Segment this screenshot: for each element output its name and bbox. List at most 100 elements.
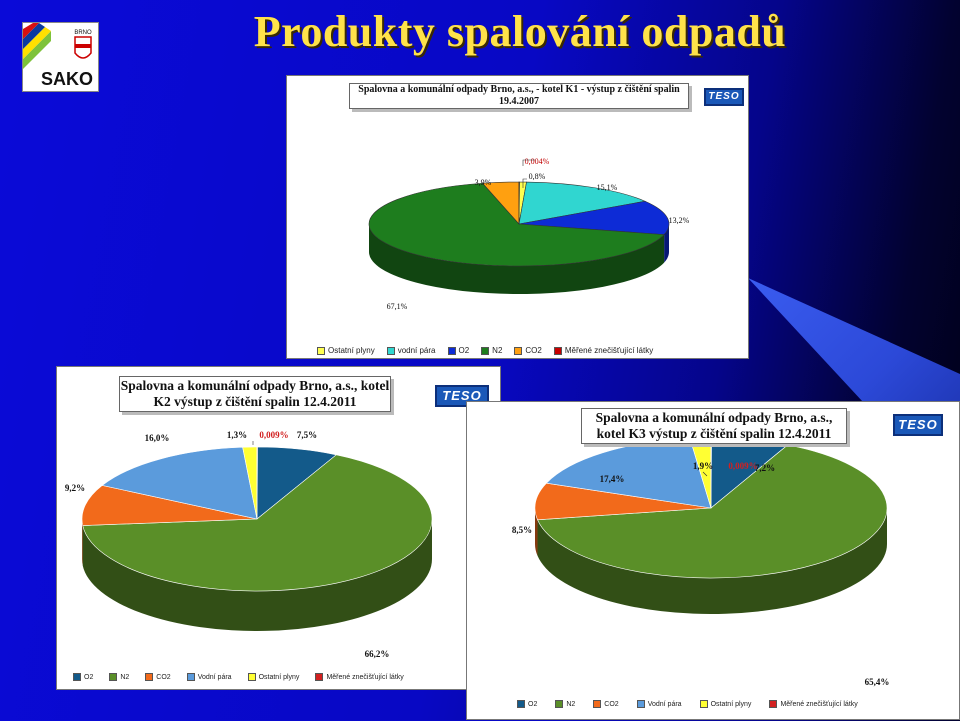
legend-swatch bbox=[514, 346, 523, 355]
chart-title-k3: Spalovna a komunální odpady Brno, a.s., … bbox=[581, 408, 847, 444]
data-label-vodni-para: 15,1% bbox=[597, 183, 618, 192]
legend-label: Vodní pára bbox=[197, 673, 232, 681]
pie-wall-co2 bbox=[535, 508, 538, 556]
data-label-n2: 65,4% bbox=[865, 677, 890, 687]
legend-label: CO2 bbox=[525, 346, 542, 355]
data-label-o2: 7,2% bbox=[755, 463, 775, 473]
pie-wall-n2 bbox=[369, 224, 665, 294]
chart-title-k1: Spalovna a komunální odpady Brno, a.s., … bbox=[349, 83, 689, 109]
legend-item-co2: CO2 bbox=[145, 673, 171, 681]
legend-swatch bbox=[315, 673, 324, 681]
legend-item-co2: CO2 bbox=[593, 700, 619, 708]
teso-logo: TESO bbox=[893, 414, 943, 436]
legend-swatch bbox=[145, 673, 154, 681]
pie-wall-co2 bbox=[82, 519, 83, 566]
pie-chart-k1: 0,8% 15,1% 13,2% 67,1% 3,9% 0,004% bbox=[368, 157, 690, 311]
data-label-n2: 66,2% bbox=[365, 649, 390, 659]
legend-swatch bbox=[517, 700, 525, 708]
legend-swatch bbox=[699, 700, 708, 708]
legend-swatch bbox=[553, 346, 562, 355]
data-label-o2: 7,5% bbox=[297, 430, 317, 440]
legend-item-ostatni-plyny: Ostatní plyny bbox=[317, 346, 375, 355]
legend-item-merene-znecistujici-latky: Měřené znečišťující látky bbox=[769, 700, 858, 708]
leader-line bbox=[522, 178, 527, 188]
legend-label: Vodní pára bbox=[647, 700, 682, 708]
pie-chart-k2: 7,5% 66,2% 9,2% 16,0% 1,3% 0,009% bbox=[65, 430, 433, 659]
data-label-merene-znecistujici-latky: 0,009% bbox=[728, 461, 757, 471]
pie-slice-co2 bbox=[534, 482, 712, 521]
legend-label: Ostatní plyny bbox=[328, 346, 375, 355]
data-label-o2: 13,2% bbox=[669, 216, 690, 225]
chart-panel-k1: 0,8% 15,1% 13,2% 67,1% 3,9% 0,004% Spalovna a… bbox=[286, 75, 749, 359]
data-label-ostatni-plyny: 1,3% bbox=[227, 430, 247, 440]
legend-swatch bbox=[769, 700, 778, 708]
legend-label: vodní pára bbox=[397, 346, 436, 355]
legend-swatch bbox=[636, 700, 645, 708]
legend-swatch bbox=[247, 673, 256, 681]
leader-line bbox=[702, 471, 708, 477]
legend-item-n2: N2 bbox=[481, 346, 502, 355]
legend-label: Měřené znečišťující látky bbox=[326, 673, 404, 681]
pie-wall-n2 bbox=[537, 508, 887, 614]
data-label-merene-znecistujici-latky: 0,009% bbox=[259, 430, 288, 440]
sako-logo: BRNO SAKO bbox=[22, 22, 99, 92]
pie-slice-n2 bbox=[82, 454, 433, 592]
legend-swatch bbox=[555, 700, 564, 708]
legend-label: Měřené znečišťující látky bbox=[564, 346, 654, 355]
pie-slice-co2 bbox=[81, 485, 258, 526]
legend-item-o2: O2 bbox=[447, 346, 470, 355]
chart-panel-k2: 7,5% 66,2% 9,2% 16,0% 1,3% 0,009% Spalovna a … bbox=[56, 366, 501, 690]
legend-label: O2 bbox=[528, 700, 538, 708]
chart-title-k2: Spalovna a komunální odpady Brno, a.s., … bbox=[119, 376, 391, 412]
legend-swatch bbox=[386, 346, 395, 355]
legend-swatch bbox=[317, 346, 325, 355]
data-label-ostatni-plyny: 0,8% bbox=[529, 172, 546, 181]
legend-label: Ostatní plyny bbox=[710, 700, 752, 708]
logo-text: SAKO bbox=[41, 69, 93, 89]
legend-item-vodni-para: Vodní pára bbox=[186, 673, 232, 681]
data-label-n2: 67,1% bbox=[387, 302, 408, 311]
legend-item-ostatni-plyny: Ostatní plyny bbox=[247, 673, 300, 681]
legend-item-vodni-para: vodní pára bbox=[386, 346, 436, 355]
legend-k3: O2 N2 CO2 Vodní pára Ostatní plyny Měřené zne… bbox=[517, 700, 858, 708]
leader-line bbox=[522, 159, 535, 166]
legend-swatch bbox=[593, 700, 602, 708]
legend-label: CO2 bbox=[604, 700, 619, 708]
data-label-co2: 8,5% bbox=[512, 525, 532, 535]
legend-k1: Ostatní plyny vodní pára O2 N2 CO2 Měřené zne… bbox=[317, 346, 653, 355]
legend-swatch bbox=[186, 673, 195, 681]
legend-swatch bbox=[109, 673, 118, 681]
legend-label: Měřené znečišťující látky bbox=[780, 700, 858, 708]
chart-panel-k3: 7,2% 65,4% 8,5% 17,4% 1,9% 0,009% Spalovna a … bbox=[466, 401, 960, 720]
data-label-co2: 9,2% bbox=[65, 483, 85, 493]
legend-label: N2 bbox=[120, 673, 130, 681]
sako-logo-graphic: BRNO SAKO bbox=[23, 23, 93, 89]
data-label-ostatni-plyny: 1,9% bbox=[693, 461, 713, 471]
pie-slice-o2 bbox=[518, 200, 670, 235]
legend-item-co2: CO2 bbox=[514, 346, 542, 355]
pie-slice-vodni-para bbox=[101, 446, 258, 520]
legend-item-ostatni-plyny: Ostatní plyny bbox=[699, 700, 752, 708]
legend-swatch bbox=[447, 346, 456, 355]
legend-item-o2: O2 bbox=[73, 673, 93, 681]
legend-item-merene-znecistujici-latky: Měřené znečišťující látky bbox=[315, 673, 404, 681]
legend-label: N2 bbox=[566, 700, 576, 708]
legend-label: Ostatní plyny bbox=[258, 673, 300, 681]
data-label-vodni-para: 17,4% bbox=[600, 474, 625, 484]
logo-small-text: BRNO bbox=[74, 30, 92, 36]
legend-item-n2: N2 bbox=[555, 700, 575, 708]
legend-label: N2 bbox=[492, 346, 503, 355]
legend-item-n2: N2 bbox=[109, 673, 129, 681]
pie-chart-k3: 7,2% 65,4% 8,5% 17,4% 1,9% 0,009% bbox=[512, 437, 890, 687]
pie-slice-merene-znecistujici-latky bbox=[256, 446, 258, 520]
pie-wall-n2 bbox=[82, 519, 432, 631]
pie-slice-n2 bbox=[368, 182, 665, 267]
pie-slice-merene-znecistujici-latky bbox=[518, 181, 520, 225]
legend-label: O2 bbox=[84, 673, 94, 681]
legend-k2: O2 N2 CO2 Vodní pára Ostatní plyny Měřené zne… bbox=[73, 673, 404, 681]
pie-slice-vodni-para bbox=[518, 181, 647, 225]
slide-title: Produkty spalování odpadů bbox=[253, 7, 787, 56]
legend-label: O2 bbox=[458, 346, 470, 355]
data-label-vodni-para: 16,0% bbox=[145, 433, 170, 443]
pie-slice-n2 bbox=[537, 444, 888, 579]
